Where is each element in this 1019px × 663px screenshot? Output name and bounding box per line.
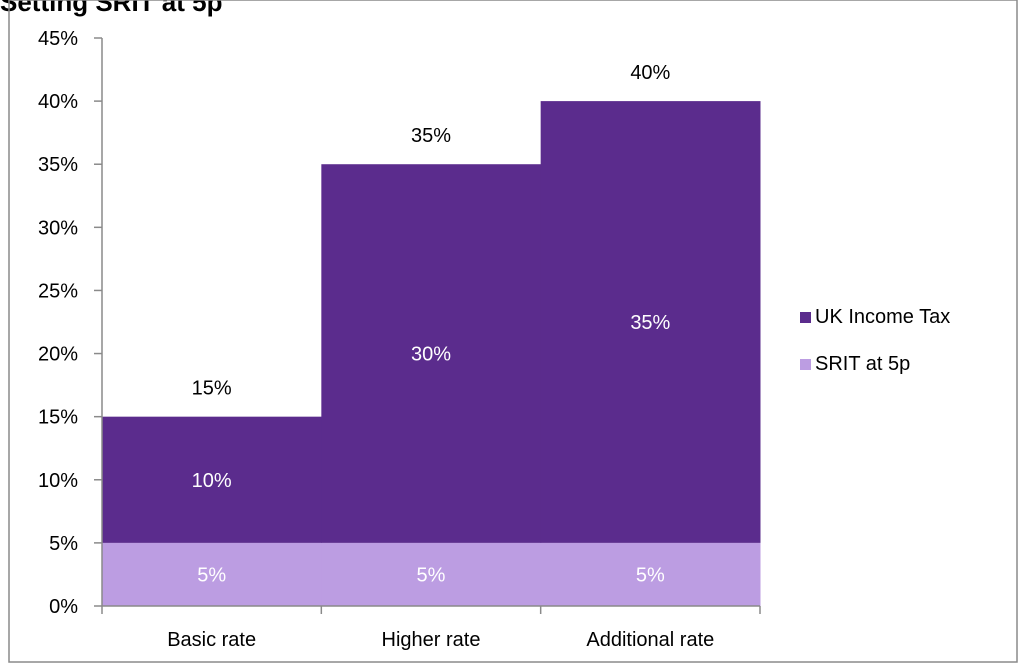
segment-label-0-2: 5% [636, 564, 665, 586]
y-tick-label-9: 45% [38, 28, 78, 50]
y-tick-label-6: 30% [38, 217, 78, 239]
legend: UK Income Tax SRIT at 5p [800, 305, 950, 399]
x-tick-label-2: Additional rate [586, 629, 714, 651]
segment-label-1-1: 30% [411, 344, 451, 366]
x-tick-label-0: Basic rate [167, 629, 256, 651]
y-tick-label-8: 40% [38, 91, 78, 113]
segment-label-0-1: 5% [417, 564, 446, 586]
bar-srit-at-5p-2 [540, 542, 761, 606]
bar-srit-at-5p-1 [321, 542, 542, 606]
segment-label-1-2: 35% [630, 312, 670, 334]
y-tick-label-2: 10% [38, 470, 78, 492]
bar-uk-income-tax-1 [321, 164, 542, 543]
legend-item-uk-income-tax: UK Income Tax [800, 305, 950, 329]
total-label-2: 40% [630, 62, 670, 84]
y-tick-label-7: 35% [38, 154, 78, 176]
bar-uk-income-tax-0 [102, 416, 322, 543]
chart-title: Setting SRIT at 5p [0, 0, 223, 17]
legend-swatch-uk-income-tax [800, 311, 811, 323]
total-label-0: 15% [192, 378, 232, 400]
y-tick-label-1: 5% [49, 533, 78, 555]
legend-item-srit: SRIT at 5p [800, 352, 950, 376]
y-tick-label-5: 25% [38, 280, 78, 302]
y-tick-label-0: 0% [49, 596, 78, 618]
legend-label-uk-income-tax: UK Income Tax [815, 305, 951, 328]
bar-uk-income-tax-2 [540, 101, 761, 543]
x-tick-label-1: Higher rate [382, 629, 481, 651]
segment-label-1-0: 10% [192, 470, 232, 492]
segment-label-0-0: 5% [197, 564, 226, 586]
y-tick-label-4: 20% [38, 344, 78, 366]
legend-label-srit: SRIT at 5p [815, 352, 911, 375]
chart-border [8, 0, 1018, 663]
bar-srit-at-5p-0 [102, 542, 322, 606]
legend-swatch-srit [800, 358, 811, 370]
y-tick-label-3: 15% [38, 407, 78, 429]
total-label-1: 35% [411, 125, 451, 147]
